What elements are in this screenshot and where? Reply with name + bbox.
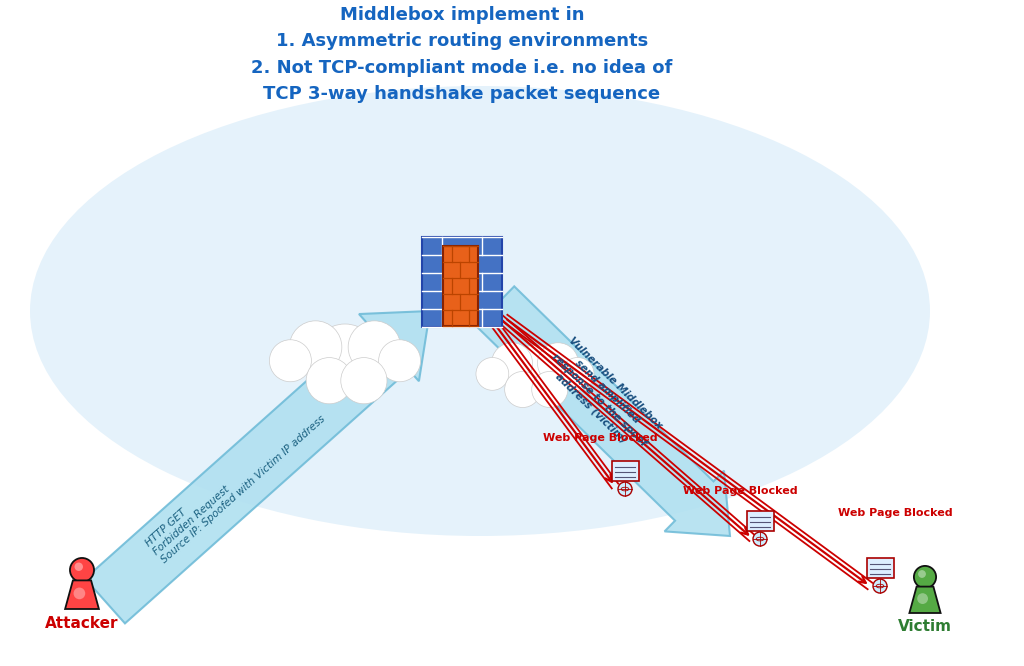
FancyBboxPatch shape [866,558,894,578]
Polygon shape [66,580,99,609]
Polygon shape [909,587,941,613]
FancyBboxPatch shape [611,461,639,481]
Text: HTTP GET
Forbidden Request
Source IP: Spoofed with Victim IP address: HTTP GET Forbidden Request Source IP: Sp… [143,397,327,565]
Text: Web Page Blocked: Web Page Blocked [543,433,657,443]
Circle shape [492,343,532,384]
Text: Web Page Blocked: Web Page Blocked [838,508,952,518]
Circle shape [531,372,567,408]
Circle shape [561,358,594,390]
Polygon shape [476,286,730,536]
Text: Attacker: Attacker [45,615,119,631]
Circle shape [538,343,579,384]
Circle shape [70,558,94,582]
Circle shape [913,566,936,588]
Polygon shape [85,311,430,623]
Circle shape [306,358,352,404]
Circle shape [269,340,311,382]
Circle shape [74,587,85,599]
Circle shape [290,321,342,374]
Circle shape [311,324,379,391]
FancyBboxPatch shape [442,246,478,326]
Circle shape [753,532,767,546]
Circle shape [379,340,421,382]
Circle shape [919,570,926,578]
Circle shape [918,593,928,604]
Text: Web Page Blocked: Web Page Blocked [683,486,798,496]
Circle shape [618,482,632,496]
Circle shape [75,563,83,571]
Circle shape [873,579,887,593]
Circle shape [348,321,400,374]
Circle shape [505,372,541,408]
Circle shape [476,358,509,390]
Circle shape [509,345,561,398]
FancyBboxPatch shape [422,236,502,326]
Text: Victim: Victim [898,619,952,634]
Text: Vulnerable Middlebox
send amplified
response to the spoof
address (victim): Vulnerable Middlebox send amplified resp… [542,335,665,456]
Ellipse shape [30,86,930,536]
Text: Middlebox implement in
1. Asymmetric routing environments
2. Not TCP-compliant m: Middlebox implement in 1. Asymmetric rou… [251,6,673,103]
Circle shape [341,358,387,404]
FancyBboxPatch shape [746,511,773,531]
